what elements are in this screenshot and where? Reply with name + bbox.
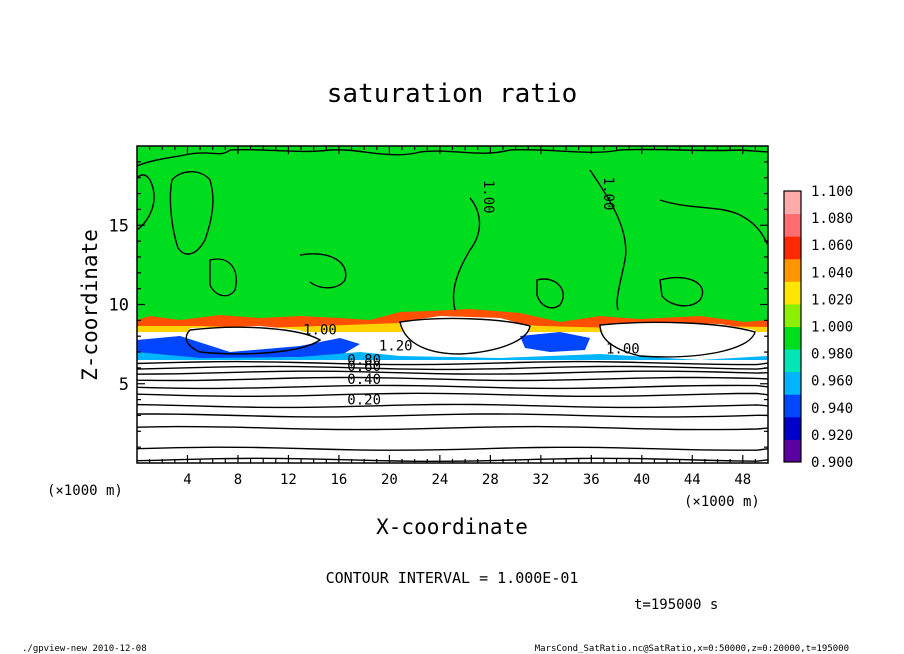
x-tick-label: 40 [633, 472, 650, 488]
x-tick-label: 48 [734, 472, 751, 488]
contour-label: 1.00 [480, 180, 496, 214]
contour-lines [137, 148, 768, 358]
colorbar-swatch [784, 281, 801, 305]
y-tick-label: 10 [109, 296, 129, 316]
contour-interval-label: CONTOUR INTERVAL = 1.000E-01 [326, 569, 579, 587]
colorbar-label: 0.920 [811, 428, 853, 444]
colorbar-label: 0.900 [811, 455, 853, 471]
x-tick-label: 4 [183, 472, 191, 488]
contour-line [659, 276, 704, 307]
x-tick-label: 12 [280, 472, 297, 488]
x-axis-unit: (×1000 m) [684, 494, 760, 510]
contour-line [185, 326, 322, 355]
x-axis: 4 8 12 16 20 24 28 32 36 40 44 48 [149, 146, 756, 488]
contour-label: 0.60 [347, 359, 381, 375]
contour-line [137, 360, 768, 366]
plot-area [137, 146, 768, 462]
colorbar-swatch [784, 416, 801, 440]
contour-label: 0.80 [347, 353, 381, 369]
contour-line [137, 425, 768, 431]
colorbar-label: 1.080 [811, 211, 853, 227]
footer-left: ./gpview-new 2010-12-08 [22, 644, 147, 654]
contour-line [137, 148, 768, 167]
colorbar-label: 1.100 [811, 184, 853, 200]
colorbar-label: 1.000 [811, 320, 853, 336]
contour-line [137, 370, 768, 375]
blue-edge-band [137, 332, 590, 358]
contour-label: 1.20 [379, 338, 413, 354]
x-tick-label: 28 [482, 472, 499, 488]
colorbar-swatch [784, 258, 801, 282]
contour-label: 0.40 [347, 372, 381, 388]
contour-line [399, 317, 531, 355]
footer-right: MarsCond_SatRatio.nc@SatRatio,x=0:50000,… [535, 644, 849, 654]
colorbar-swatch [784, 326, 801, 350]
contour-label: 1.00 [303, 323, 337, 339]
x-tick-label: 16 [330, 472, 347, 488]
contour-line [599, 321, 756, 358]
x-tick-label: 36 [583, 472, 600, 488]
y-axis-unit: (×1000 m) [47, 483, 123, 499]
contour-line [137, 174, 155, 231]
x-tick-label: 32 [532, 472, 549, 488]
colorbar-swatch [784, 236, 801, 260]
colorbar-swatch [784, 394, 801, 418]
subsaturated-contours [137, 360, 768, 462]
contour-line [137, 384, 768, 390]
x-tick-label: 24 [431, 472, 448, 488]
contour-line [137, 365, 768, 371]
white-cloud-core [180, 316, 755, 360]
x-tick-label: 8 [234, 472, 242, 488]
contour-line [169, 171, 214, 255]
y-axis-label: Z-coordinate [78, 229, 102, 381]
contour-line [299, 253, 347, 289]
contour-line [452, 197, 481, 311]
y-axis: 5 10 15 [109, 161, 768, 448]
colorbar-swatch [784, 213, 801, 237]
contour-line [659, 199, 768, 246]
colorbar-swatch [784, 371, 801, 395]
contour-line [209, 258, 237, 297]
contour-label: 1.00 [606, 342, 640, 358]
contour-line [137, 446, 768, 451]
green-field [137, 146, 768, 325]
contour-line [137, 413, 768, 418]
cyan-edge-band [137, 352, 768, 360]
contour-labels: 1.00 1.00 1.00 1.20 1.00 0.800.600.40 0.20 [303, 177, 640, 409]
x-axis-label: X-coordinate [376, 515, 528, 539]
contour-line [137, 403, 768, 409]
colorbar-label: 0.960 [811, 374, 853, 390]
colorbar-swatch [784, 349, 801, 373]
colorbar-frame [783, 190, 802, 463]
colorbar: 0.900 0.920 0.940 0.960 0.980 1.000 1.020 1.040… [783, 184, 853, 471]
colorbar-label: 1.020 [811, 292, 853, 308]
contour-label: 0.20 [347, 392, 381, 408]
contour-line [137, 376, 768, 382]
colorbar-swatch [784, 303, 801, 327]
contour-label: 1.00 [600, 177, 616, 211]
colorbar-label: 1.040 [811, 265, 853, 281]
contour-line [137, 392, 768, 397]
x-tick-label: 20 [381, 472, 398, 488]
colorbar-label: 1.060 [811, 238, 853, 254]
colorbar-swatch [784, 191, 801, 215]
colorbar-swatch [784, 439, 801, 463]
x-tick-label: 44 [684, 472, 701, 488]
colorbar-label: 0.940 [811, 401, 853, 417]
time-label: t=195000 s [634, 597, 718, 613]
colorbar-label: 0.980 [811, 347, 853, 363]
chart-title: saturation ratio [327, 79, 577, 109]
y-tick-label: 15 [109, 216, 129, 236]
contour-line [536, 278, 564, 309]
contour-line [589, 169, 627, 311]
y-tick-label: 5 [119, 375, 129, 395]
